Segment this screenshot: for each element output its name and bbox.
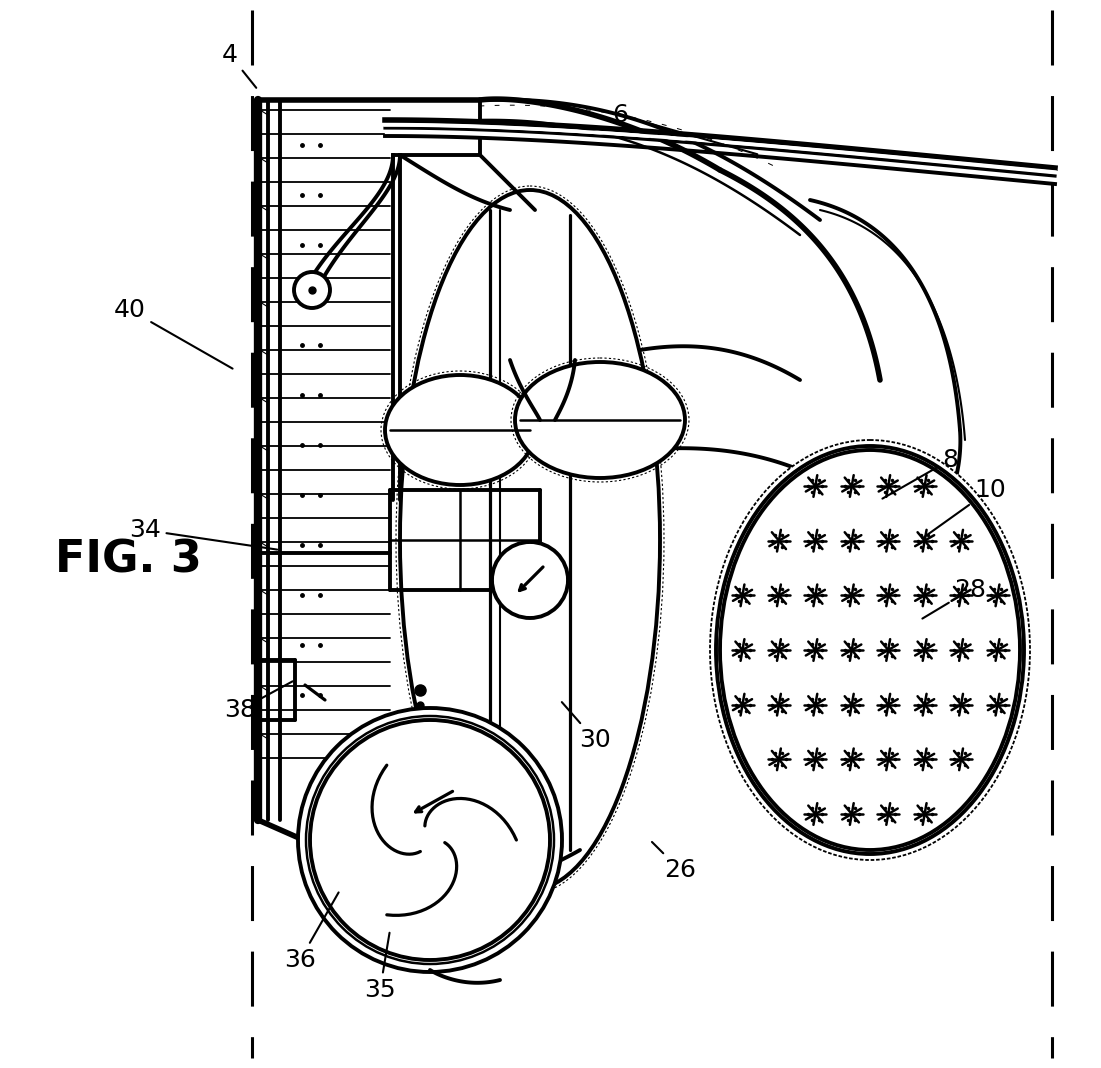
Text: 38: 38	[225, 681, 293, 722]
Text: FIG. 3: FIG. 3	[55, 538, 201, 581]
Text: 26: 26	[652, 842, 696, 882]
Ellipse shape	[710, 440, 1031, 860]
Text: 35: 35	[364, 932, 396, 1002]
Text: 8: 8	[882, 447, 958, 499]
Text: 34: 34	[129, 518, 277, 550]
Text: 10: 10	[923, 478, 1006, 538]
Circle shape	[310, 720, 550, 960]
Ellipse shape	[716, 446, 1024, 854]
Text: 4: 4	[222, 43, 257, 88]
Text: 40: 40	[115, 298, 232, 368]
Ellipse shape	[385, 375, 535, 485]
Ellipse shape	[720, 450, 1020, 850]
Ellipse shape	[515, 362, 685, 478]
Ellipse shape	[400, 190, 659, 890]
Circle shape	[306, 716, 554, 964]
Text: 28: 28	[923, 578, 986, 618]
Circle shape	[492, 541, 568, 618]
Text: 36: 36	[284, 893, 339, 972]
Text: 30: 30	[562, 702, 611, 752]
Circle shape	[294, 272, 330, 308]
Circle shape	[298, 708, 562, 972]
Text: 6: 6	[612, 103, 757, 154]
